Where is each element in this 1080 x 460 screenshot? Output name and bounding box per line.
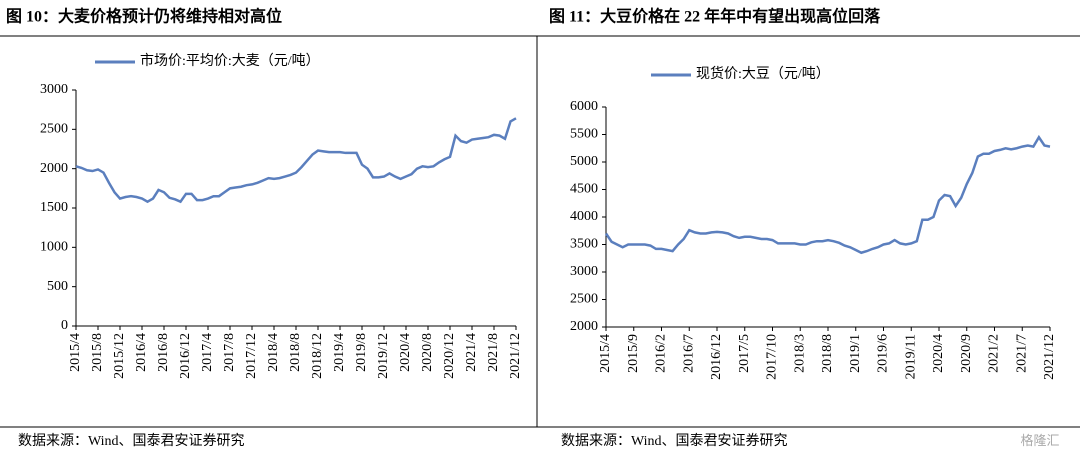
x-tick-label: 2019/8 xyxy=(354,333,369,372)
x-tick-label: 2021/2 xyxy=(987,334,1002,373)
legend-label: 现货价:大豆（元/吨） xyxy=(696,65,830,82)
y-tick-label: 3000 xyxy=(570,264,598,279)
legend-label: 市场价:平均价:大麦（元/吨） xyxy=(140,52,320,69)
chart-title: 图 11：大豆价格在 22 年年中有望出现高位回落 xyxy=(549,7,881,26)
x-tick-label: 2015/12 xyxy=(112,333,127,379)
y-tick-label: 3500 xyxy=(570,237,598,252)
x-tick-label: 2016/12 xyxy=(178,333,193,379)
x-tick-label: 2016/7 xyxy=(681,334,696,373)
x-tick-label: 2018/12 xyxy=(310,333,325,379)
y-tick-label: 2000 xyxy=(570,319,598,334)
x-tick-label: 2015/9 xyxy=(626,334,641,373)
y-tick-label: 1000 xyxy=(40,240,68,255)
x-tick-label: 2017/8 xyxy=(222,333,237,372)
x-tick-label: 2016/8 xyxy=(156,333,171,372)
y-tick-label: 1500 xyxy=(40,200,68,215)
x-tick-label: 2017/10 xyxy=(765,334,780,380)
x-tick-label: 2018/8 xyxy=(820,334,835,373)
watermark: 格隆汇 xyxy=(1020,433,1059,448)
x-tick-label: 2021/8 xyxy=(486,333,501,372)
x-tick-label: 2018/4 xyxy=(266,333,281,372)
x-tick-label: 2020/4 xyxy=(398,333,413,372)
y-tick-label: 500 xyxy=(47,279,68,294)
x-tick-label: 2015/4 xyxy=(68,333,83,372)
line-series xyxy=(75,117,517,204)
x-tick-label: 2019/6 xyxy=(876,334,891,373)
x-tick-label: 2016/12 xyxy=(709,334,724,380)
x-tick-label: 2020/9 xyxy=(959,334,974,373)
y-tick-label: 4000 xyxy=(570,209,598,224)
y-tick-label: 5500 xyxy=(570,127,598,142)
x-tick-label: 2016/4 xyxy=(134,333,149,372)
y-tick-label: 3000 xyxy=(40,82,68,97)
y-tick-label: 2500 xyxy=(570,292,598,307)
x-tick-label: 2015/4 xyxy=(598,334,613,373)
y-tick-label: 4500 xyxy=(570,182,598,197)
x-tick-label: 2021/12 xyxy=(1042,334,1057,380)
y-tick-label: 5000 xyxy=(570,154,598,169)
x-tick-label: 2021/4 xyxy=(464,333,479,372)
x-tick-label: 2019/11 xyxy=(903,334,918,379)
source: 数据来源：Wind、国泰君安证券研究 xyxy=(18,433,245,449)
source: 数据来源：Wind、国泰君安证券研究 xyxy=(561,433,788,449)
x-tick-label: 2017/5 xyxy=(737,334,752,373)
x-tick-label: 2020/12 xyxy=(442,333,457,379)
x-tick-label: 2019/1 xyxy=(848,334,863,373)
x-tick-label: 2016/2 xyxy=(654,334,669,373)
y-tick-label: 2500 xyxy=(40,122,68,137)
y-tick-label: 2000 xyxy=(40,161,68,176)
x-tick-label: 2018/3 xyxy=(792,334,807,373)
x-tick-label: 2015/8 xyxy=(90,333,105,372)
x-tick-label: 2017/4 xyxy=(200,333,215,372)
y-tick-label: 0 xyxy=(61,318,68,333)
chart-title: 图 10：大麦价格预计仍将维持相对高位 xyxy=(6,7,282,26)
x-tick-label: 2020/8 xyxy=(420,333,435,372)
x-tick-label: 2021/7 xyxy=(1014,334,1029,373)
y-tick-label: 6000 xyxy=(570,99,598,114)
line-series xyxy=(604,134,1051,255)
x-tick-label: 2017/12 xyxy=(244,333,259,379)
x-tick-label: 2019/12 xyxy=(376,333,391,379)
x-tick-label: 2018/8 xyxy=(288,333,303,372)
x-tick-label: 2021/12 xyxy=(508,333,523,379)
x-tick-label: 2019/4 xyxy=(332,333,347,372)
x-tick-label: 2020/4 xyxy=(931,334,946,373)
